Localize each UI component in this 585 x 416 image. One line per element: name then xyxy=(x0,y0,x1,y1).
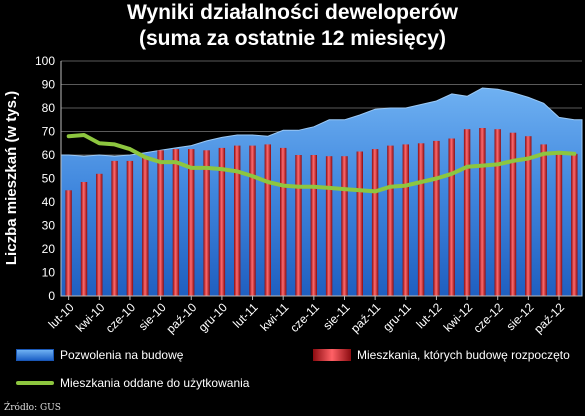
x-tick-label: sie-11 xyxy=(320,300,353,333)
x-tick-label: gru-10 xyxy=(196,300,231,335)
x-tick-label: cze-12 xyxy=(470,300,506,336)
completed-line xyxy=(66,133,577,194)
x-tick-label: sie-12 xyxy=(503,300,536,333)
x-tick-label: paź-10 xyxy=(164,300,200,336)
started-bar xyxy=(417,143,425,297)
started-bar xyxy=(96,173,103,296)
x-tick-label: sie-10 xyxy=(136,300,169,333)
x-tick-label: paź-11 xyxy=(348,300,383,335)
started-bar xyxy=(494,129,501,296)
legend-label-started: Mieszkania, których budowę rozpoczęto xyxy=(357,348,570,362)
x-tick-label: cze-10 xyxy=(103,300,139,336)
started-bar xyxy=(341,156,348,296)
y-axis-label: Liczba mieszkań (w tys.) xyxy=(3,91,20,265)
started-bar xyxy=(509,132,517,296)
started-bar xyxy=(463,129,471,296)
y-tick-label: 50 xyxy=(42,172,56,186)
y-tick-label: 30 xyxy=(42,219,56,233)
permits-area xyxy=(60,87,583,297)
started-bar xyxy=(280,147,287,296)
legend-swatch-permits xyxy=(16,349,54,361)
started-bar xyxy=(157,150,164,296)
x-tick-label: kwi-10 xyxy=(73,300,108,335)
x-tick-label: lut-11 xyxy=(230,300,261,331)
started-bar xyxy=(356,151,363,296)
chart-title-line1: Wyniki działalności deweloperów xyxy=(126,1,459,24)
y-tick-label: 0 xyxy=(48,289,55,303)
y-tick-label: 80 xyxy=(42,101,56,115)
started-bar xyxy=(433,140,440,296)
legend-label-permits: Pozwolenia na budowę xyxy=(60,348,184,362)
x-tick-label: cze-11 xyxy=(287,300,322,335)
chart-title-line2: (suma za ostatnie 12 miesięcy) xyxy=(139,27,446,50)
started-bar xyxy=(310,155,317,296)
x-tick-label: lut-12 xyxy=(413,300,444,331)
x-tick-label: gru-11 xyxy=(380,300,414,334)
started-bar xyxy=(479,128,486,296)
y-tick-label: 60 xyxy=(42,148,56,162)
legend-swatch-completed xyxy=(16,381,54,385)
y-tick-label: 20 xyxy=(42,242,56,256)
started-bar xyxy=(525,136,532,296)
started-bar xyxy=(448,138,455,296)
started-bar xyxy=(111,160,118,296)
x-tick-label: lut-10 xyxy=(46,300,77,331)
y-tick-label: 100 xyxy=(35,54,55,68)
x-tick-label: paź-12 xyxy=(531,300,567,336)
started-bar xyxy=(218,147,226,296)
legend-label-completed: Mieszkania oddane do użytkowania xyxy=(60,376,250,390)
started-bar xyxy=(402,144,409,296)
started-bar xyxy=(264,144,271,296)
legend-item-permits: Pozwolenia na budowę xyxy=(16,348,183,362)
chart-title: Wyniki działalności deweloperów (suma za… xyxy=(0,0,585,52)
started-bar xyxy=(555,152,563,296)
y-tick-label: 70 xyxy=(42,125,56,139)
started-bar xyxy=(80,182,88,296)
source-note: Źródło: GUS xyxy=(4,403,61,413)
chart-plot: 0 10 20 30 40 50 60 70 80 90 100 lut-10kwi-10cze-10… xyxy=(3,54,583,336)
started-bar xyxy=(249,145,256,296)
started-bar xyxy=(295,155,302,296)
started-bar xyxy=(371,149,379,296)
x-tick-label: kwi-11 xyxy=(258,300,292,334)
y-tick-label: 90 xyxy=(42,78,56,92)
started-bar xyxy=(571,153,578,296)
started-bar xyxy=(172,149,180,296)
legend-item-completed: Mieszkania oddane do użytkowania xyxy=(16,376,249,390)
y-tick-label: 40 xyxy=(42,195,56,209)
legend-swatch-started xyxy=(313,349,351,361)
legend-item-started: Mieszkania, których budowę rozpoczęto xyxy=(313,348,570,362)
started-bar xyxy=(65,190,72,297)
started-bar xyxy=(387,145,394,296)
started-bar xyxy=(325,156,333,296)
started-bar xyxy=(540,144,547,296)
x-tick-label: kwi-12 xyxy=(441,300,476,335)
started-bar xyxy=(234,145,241,296)
started-bar xyxy=(203,150,210,296)
started-bar xyxy=(126,160,134,296)
started-bar xyxy=(188,149,195,296)
y-tick-label: 10 xyxy=(42,266,56,280)
started-bar xyxy=(142,156,149,296)
